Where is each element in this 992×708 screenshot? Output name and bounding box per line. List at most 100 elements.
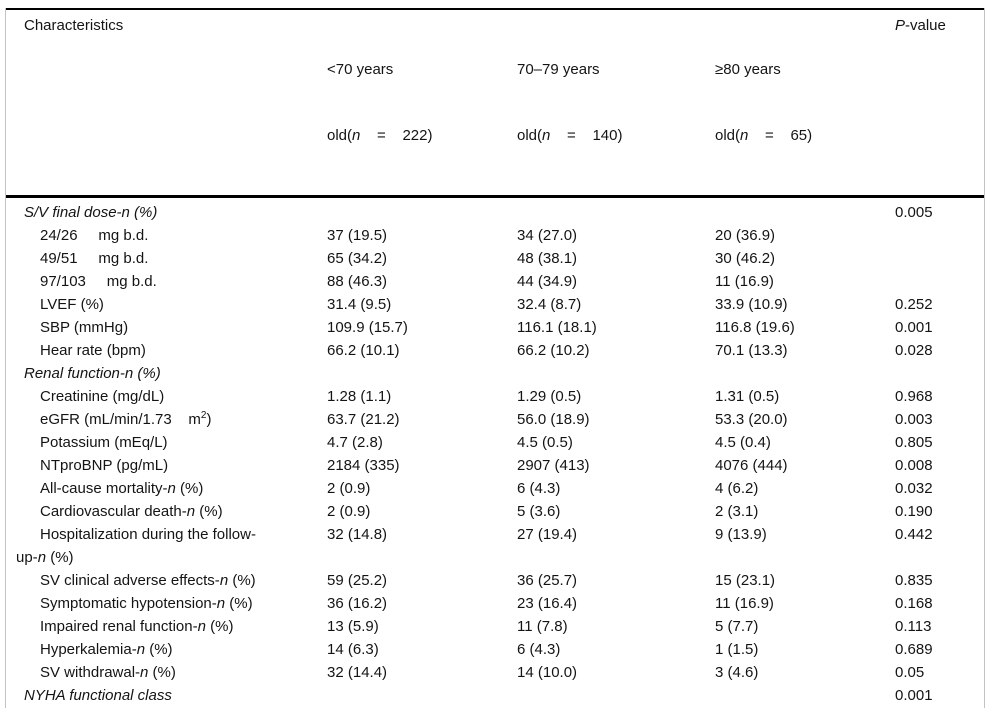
value-cell: 23 (16.4) [517,595,578,612]
table-row: Creatinine (mg/dL) 1.28 (1.1) 1.29 (0.5) 1.… [24,385,984,408]
value-cell: 4076 (444) [715,457,788,474]
table-row: Symptomatic hypotension-n (%) 36 (16.2) 23… [24,592,984,615]
row-label: Creatinine (mg/dL) [40,388,165,405]
p-value-cell: 0.190 [895,503,933,520]
row-label: 49/51 mg b.d. [40,250,149,267]
table-row: SBP (mmHg) 109.9 (15.7) 116.1 (18.1) 116.8 … [24,316,984,339]
value-cell: 4 (6.2) [715,480,759,497]
col-header-age-70-79-line1: 70–79 years [517,61,600,78]
table-row: Cardiovascular death-n (%) 2 (0.9) 5 (3.6)… [24,500,984,523]
value-cell: 4.5 (0.5) [517,434,573,451]
value-cell: 14 (6.3) [327,641,379,658]
table-row: NYHA functional class 0.001 [24,684,984,707]
p-value-cell: 0.805 [895,434,933,451]
p-value-cell: 0.003 [895,411,933,428]
value-cell: 11 (16.9) [715,273,774,290]
value-cell: 2 (3.1) [715,503,759,520]
value-cell: 30 (46.2) [715,250,776,267]
table-row: 97/103 mg b.d. 88 (46.3) 44 (34.9) 11 (16.9… [24,270,984,293]
value-cell: 5 (7.7) [715,618,759,635]
table-row: All-cause mortality-n (%) 2 (0.9) 6 (4.3) 4… [24,477,984,500]
p-value-cell: 0.008 [895,457,933,474]
value-cell: 65 (34.2) [327,250,388,267]
value-cell [517,362,715,385]
value-cell: 32.4 (8.7) [517,296,582,313]
table-row: Hyperkalemia-n (%) 14 (6.3) 6 (4.3) 1 (1.5)… [24,638,984,661]
table-body: S/V final dose-n (%) 0.005 24/26 mg b.d. 37… [6,198,984,708]
value-cell: 2907 (413) [517,457,590,474]
row-label: 97/103 mg b.d. [40,273,157,290]
value-cell: 11 (16.9) [715,595,774,612]
value-cell: 13 (5.9) [327,618,379,635]
table-header-row: Characteristics <70 years old(n = 222) 7… [6,8,984,198]
value-cell: 2184 (335) [327,457,400,474]
value-cell: 1.29 (0.5) [517,388,582,405]
col-header-age-70-79: 70–79 years old(n = 140) [517,15,715,191]
value-cell: 5 (3.6) [517,503,561,520]
row-label: Hear rate (bpm) [40,342,146,359]
value-cell: 32 (14.8) [327,526,388,543]
col-header-age-lt70: <70 years old(n = 222) [327,15,517,191]
clinical-characteristics-table: Characteristics <70 years old(n = 222) 7… [5,8,985,708]
p-value-cell: 0.968 [895,388,933,405]
row-label: 24/26 mg b.d. [40,227,149,244]
p-value-cell: 0.032 [895,480,933,497]
value-cell: 27 (19.4) [517,526,578,543]
row-label: Hospitalization during the follow- up-n … [16,526,256,566]
col-header-age-lt70-line2: old(n = 222) [327,127,433,144]
row-label: SV clinical adverse effects-n (%) [40,572,256,589]
value-cell: 59 (25.2) [327,572,388,589]
value-cell: 14 (10.0) [517,664,578,681]
col-header-age-ge80-line2: old(n = 65) [715,127,813,144]
value-cell [327,684,517,707]
value-cell: 109.9 (15.7) [327,319,408,336]
table-row: S/V final dose-n (%) 0.005 [24,201,984,224]
value-cell: 88 (46.3) [327,273,388,290]
table-row: Hospitalization during the follow- up-n … [16,523,984,569]
p-value-cell: 0.001 [895,687,933,704]
table-row: LVEF (%) 31.4 (9.5) 32.4 (8.7) 33.9 (10.9) 0… [24,293,984,316]
value-cell: 33.9 (10.9) [715,296,788,313]
p-value-cell [895,270,984,293]
p-value-cell: 0.05 [895,664,925,681]
value-cell [715,201,895,224]
value-cell [715,362,895,385]
table-row: eGFR (mL/min/1.73 m2) 63.7 (21.2) 56.0 (18… [24,408,984,431]
value-cell: 66.2 (10.1) [327,342,400,359]
row-label: eGFR (mL/min/1.73 m2) [40,410,212,429]
p-value-cell: 0.113 [895,618,932,635]
value-cell [327,201,517,224]
value-cell: 116.1 (18.1) [517,319,597,336]
row-label: All-cause mortality-n (%) [40,480,204,497]
value-cell: 31.4 (9.5) [327,296,392,313]
value-cell [517,684,715,707]
p-value-cell: 0.442 [895,526,933,543]
p-value-cell: 0.005 [895,204,933,221]
value-cell [517,201,715,224]
col-header-age-lt70-line1: <70 years [327,61,394,78]
table-row: NTproBNP (pg/mL) 2184 (335) 2907 (413) 4076… [24,454,984,477]
row-label: Renal function-n (%) [24,365,161,382]
col-header-age-ge80-line1: ≥80 years [715,61,781,78]
value-cell: 11 (7.8) [517,618,568,635]
value-cell: 4.5 (0.4) [715,434,771,451]
table-row: Renal function-n (%) [24,362,984,385]
row-label: Potassium (mEq/L) [40,434,168,451]
p-value-cell: 0.689 [895,641,933,658]
row-label: Cardiovascular death-n (%) [40,503,223,520]
value-cell [327,362,517,385]
col-header-characteristics: Characteristics [24,17,124,34]
value-cell: 20 (36.9) [715,227,776,244]
value-cell: 32 (14.4) [327,664,388,681]
col-header-age-ge80: ≥80 years old(n = 65) [715,15,895,191]
value-cell: 6 (4.3) [517,641,561,658]
p-value-cell: 0.252 [895,296,933,313]
p-value-cell: 0.168 [895,595,933,612]
value-cell: 37 (19.5) [327,227,388,244]
value-cell: 63.7 (21.2) [327,411,400,428]
value-cell: 2 (0.9) [327,503,371,520]
p-value-cell [895,362,984,385]
table-row: 49/51 mg b.d. 65 (34.2) 48 (38.1) 30 (46.2) [24,247,984,270]
value-cell: 1.31 (0.5) [715,388,780,405]
value-cell: 2 (0.9) [327,480,371,497]
